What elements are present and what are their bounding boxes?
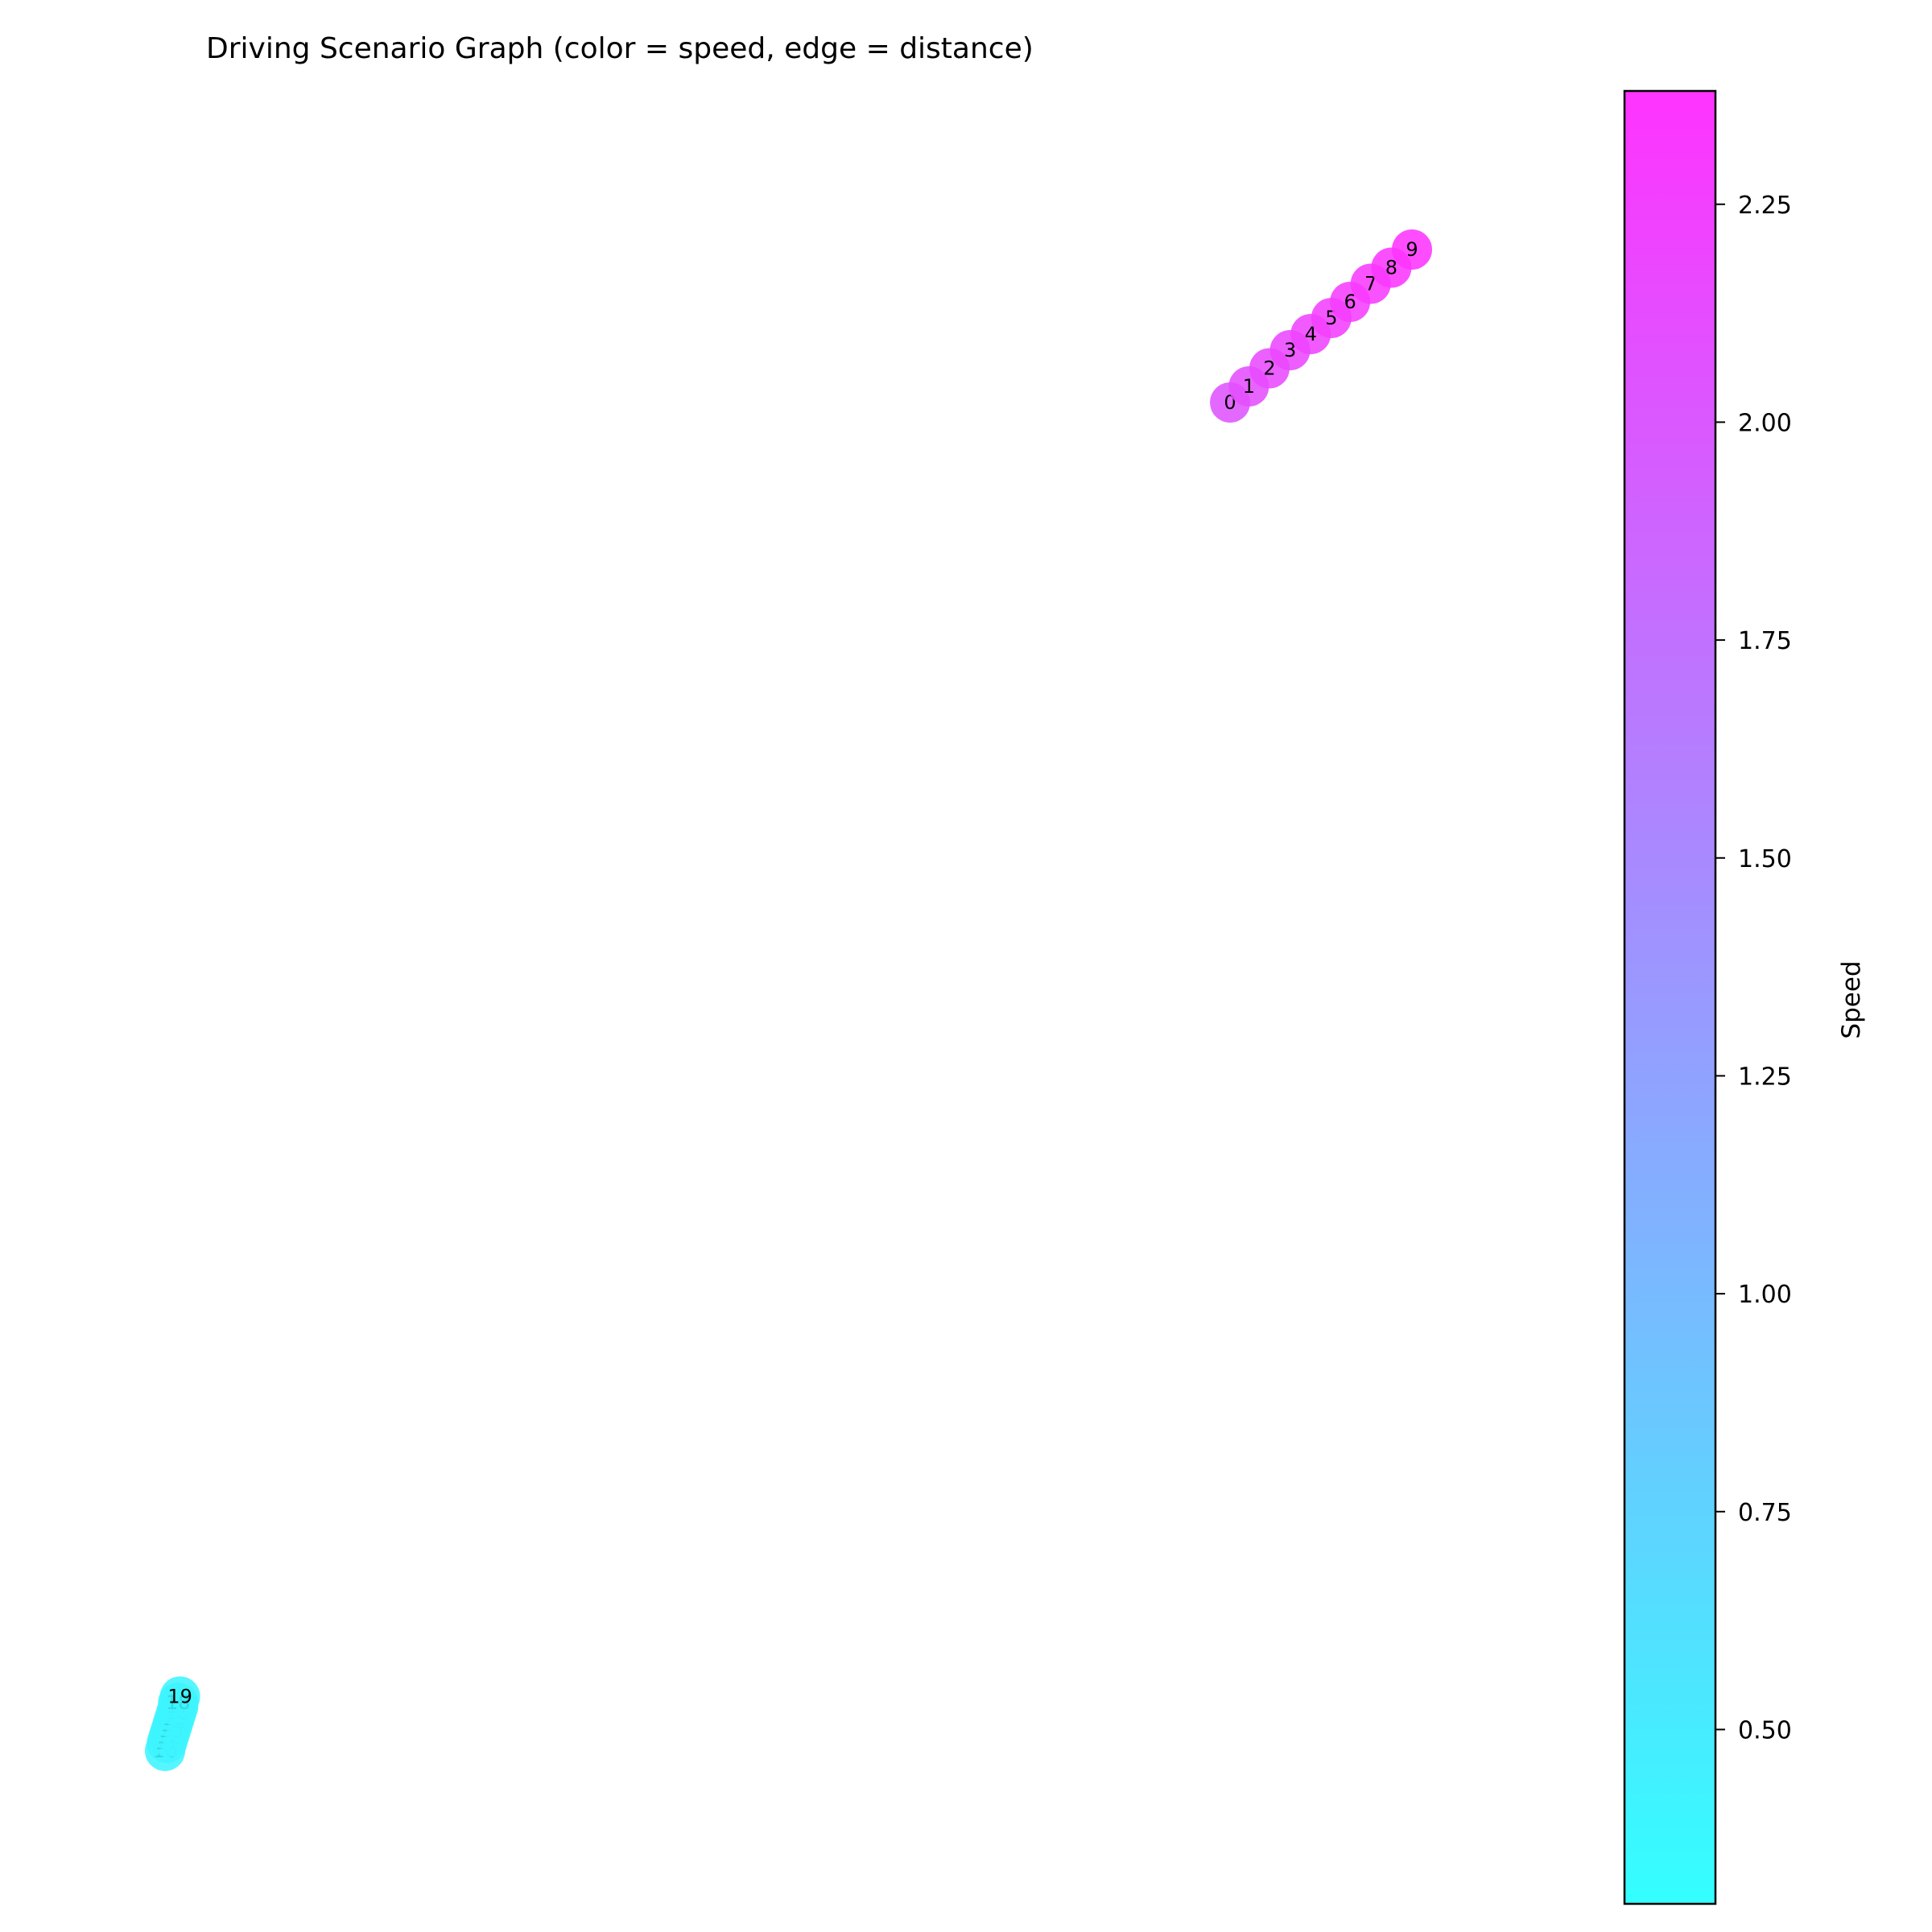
colorbar-tick-label: 1.25 — [1738, 1063, 1792, 1091]
graph-node-label: 1 — [1243, 375, 1255, 398]
colorbar-tick-label: 1.50 — [1738, 845, 1792, 873]
graph-node-label: 19 — [167, 1686, 192, 1708]
graph-node-label: 9 — [1406, 238, 1418, 261]
graph-node-marker — [1392, 229, 1432, 270]
graph-node-label: 4 — [1305, 323, 1317, 345]
colorbar-tick-label: 2.25 — [1738, 192, 1792, 220]
colorbar-tick-label: 0.75 — [1738, 1499, 1792, 1527]
colorbar-tick-label: 2.00 — [1738, 409, 1792, 437]
graph-node-label: 3 — [1284, 339, 1296, 361]
colorbar-tick-label: 1.00 — [1738, 1281, 1792, 1309]
colorbar-label: Speed — [1837, 960, 1866, 1038]
chart-title: Driving Scenario Graph (color = speed, e… — [206, 32, 1034, 65]
graph-node-label: 8 — [1385, 257, 1397, 279]
graph-node-label: 2 — [1263, 357, 1275, 380]
nodes-layer: 012345678910111213141516171819 — [145, 229, 1432, 1771]
colorbar: 0.50 0.75 1.00 1.25 1.50 1.75 2.00 2.25 Speed — [1623, 89, 1866, 1905]
colorbar-tick-label: 1.75 — [1738, 627, 1792, 655]
colorbar-tick-label: 0.50 — [1738, 1716, 1792, 1744]
graph-node-label: 6 — [1344, 291, 1356, 313]
graph-node-marker — [159, 1676, 200, 1717]
colorbar-ticks: 0.50 0.75 1.00 1.25 1.50 1.75 2.00 2.25 — [1715, 192, 1792, 1744]
graph-node: 9 — [1392, 229, 1432, 270]
graph-node-label: 7 — [1364, 273, 1377, 295]
graph-node: 19 — [159, 1676, 200, 1717]
colorbar-gradient — [1623, 89, 1717, 1905]
